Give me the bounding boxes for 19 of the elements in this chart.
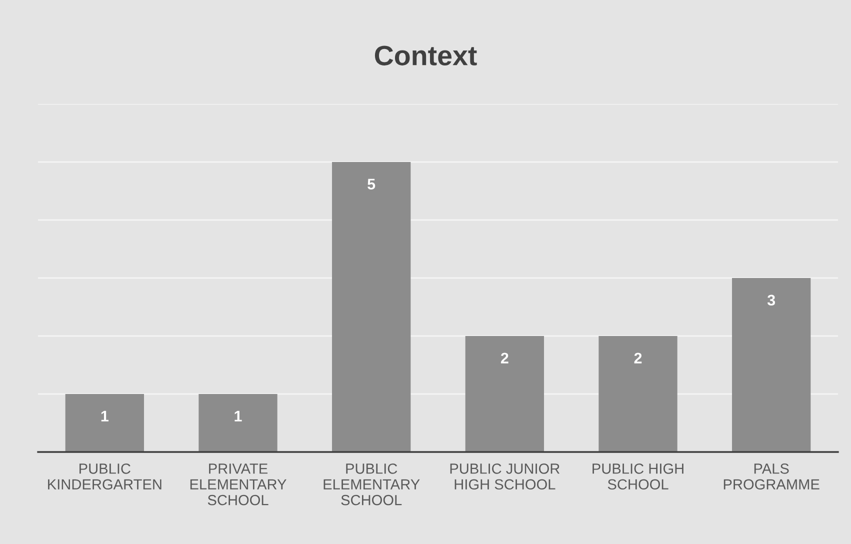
data-label: 5 bbox=[368, 178, 376, 190]
x-tick-label: PUBLIC KINDERGARTEN bbox=[48, 463, 162, 490]
bar bbox=[598, 336, 678, 452]
bar bbox=[65, 394, 144, 452]
data-label: 1 bbox=[234, 410, 242, 422]
bar bbox=[465, 336, 544, 452]
x-tick-label: PUBLIC JUNIOR HIGH SCHOOL bbox=[450, 463, 560, 490]
data-label: 2 bbox=[500, 352, 508, 364]
bar bbox=[198, 394, 278, 452]
data-label: 1 bbox=[101, 410, 108, 422]
x-tick-label: PUBLIC ELEMENTARY SCHOOL bbox=[324, 463, 420, 506]
chart-title: Context bbox=[374, 46, 477, 66]
x-tick-label: PALS PROGRAMME bbox=[724, 463, 820, 490]
data-label: 3 bbox=[767, 294, 776, 306]
x-tick-label: PUBLIC HIGH SCHOOL bbox=[592, 463, 684, 490]
data-label: 2 bbox=[634, 352, 642, 364]
bar bbox=[332, 162, 411, 452]
x-tick-label: PRIVATE ELEMENTARY SCHOOL bbox=[190, 464, 286, 506]
bar bbox=[732, 278, 811, 452]
